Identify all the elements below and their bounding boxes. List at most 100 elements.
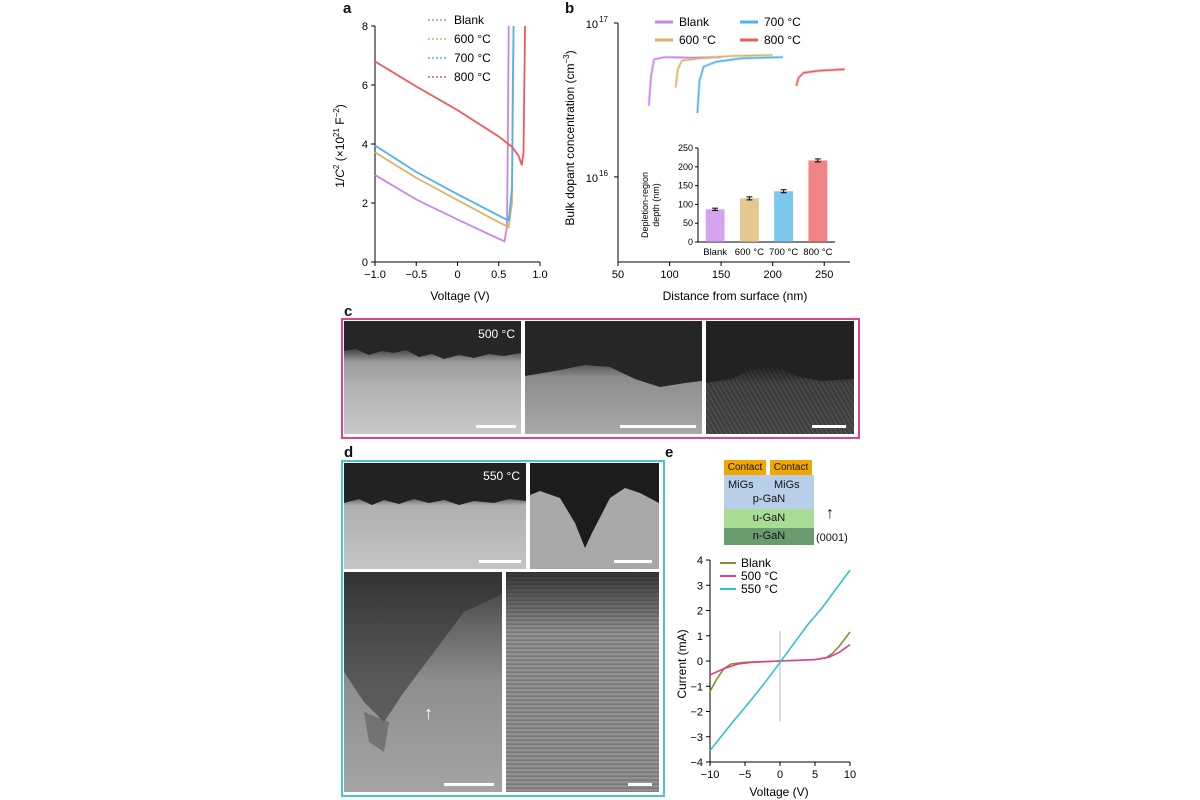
inset-category-label: Blank (703, 247, 727, 258)
panel-label-c: c (344, 303, 353, 320)
inset-y-tick-label: 50 (683, 218, 693, 228)
chart-a-legend: Blank 600 °C 700 °C 800 °C (428, 13, 491, 84)
y-tick-label: −4 (690, 757, 703, 769)
chart-b-inset-ylabel-line1: Depletion-region (640, 172, 650, 238)
micrograph-c-atomic (706, 321, 854, 434)
series-line-0 (648, 56, 722, 106)
y-tick-label: 10 (586, 19, 598, 31)
x-tick-label: 5 (812, 769, 818, 781)
chart-e-series (709, 569, 851, 752)
temperature-label-c: 500 °C (478, 327, 515, 341)
scale-bar (479, 560, 521, 563)
scale-bar (628, 783, 652, 786)
y-tick-label: 0 (362, 257, 368, 269)
chart-a-series (374, 25, 526, 243)
inset-y-tick-label: 150 (678, 181, 693, 191)
legend-label: Blank (741, 556, 772, 570)
series-band-2 (695, 55, 784, 114)
micrograph-d-vpit (530, 463, 659, 569)
legend-label: 700 °C (764, 15, 801, 29)
growth-direction-arrow-icon: ↑ (826, 505, 834, 522)
chart-b-xlabel: Distance from surface (nm) (663, 289, 808, 303)
layer-n-gan: n-GaN (724, 528, 814, 545)
y-tick-label: 8 (362, 21, 368, 33)
chart-b-legend: Blank 600 °C 700 °C 800 °C (655, 15, 801, 47)
chart-b-ylabel: Bulk dopant concentration (cm−3) (562, 50, 577, 225)
inset-y-tick-label: 250 (678, 143, 693, 153)
x-tick-label: 50 (612, 269, 624, 281)
x-tick-label: −10 (701, 769, 720, 781)
y-tick-exponent: 16 (599, 169, 608, 178)
series-band-3 (794, 67, 845, 87)
micrograph-c-zoom (525, 321, 702, 434)
panel-label-b: b (565, 0, 575, 17)
chart-a-xlabel: Voltage (V) (430, 289, 489, 303)
y-tick-label: 2 (362, 198, 368, 210)
legend-label: 500 °C (741, 569, 778, 583)
x-tick-label: 1.0 (532, 269, 547, 281)
series-line-2 (696, 56, 784, 114)
inset-bar-3 (808, 160, 828, 242)
legend-label: 800 °C (764, 33, 801, 47)
surface-profile (525, 321, 702, 387)
micrograph-d-defect: ↑ (344, 572, 502, 792)
series-line-3 (795, 68, 845, 87)
temperature-label-d: 550 °C (483, 469, 520, 483)
micrograph-d-lattice (506, 572, 659, 792)
legend-label: 600 °C (679, 33, 716, 47)
chart-a-axes: −1.0 −0.5 0 0.5 1.0 0 2 4 6 8 (362, 21, 548, 281)
inset-category-label: 600 °C (735, 247, 764, 258)
chart-e-ylabel: Current (mA) (675, 629, 689, 698)
chart-a-capacitance-voltage: −1.0 −0.5 0 0.5 1.0 0 2 4 6 8 Blank 600 °C 700 °C 80… (332, 13, 548, 303)
y-tick-label: 0 (697, 656, 703, 668)
series-line-1 (374, 25, 515, 229)
legend-label: Blank (454, 13, 485, 27)
panel-label-d: d (344, 444, 354, 461)
scale-bar (476, 425, 516, 428)
panel-label-e: e (665, 444, 674, 461)
x-tick-label: 0 (777, 769, 783, 781)
inset-y-tick-label: 200 (678, 162, 693, 172)
scale-bar (812, 425, 846, 428)
series-line-0 (374, 25, 510, 243)
surface-profile (344, 463, 526, 505)
x-tick-label: −5 (739, 769, 752, 781)
inset-category-label: 700 °C (769, 247, 798, 258)
x-tick-label: −1.0 (364, 269, 386, 281)
legend-label: 800 °C (454, 70, 491, 84)
chart-b-inset: 0 50 100 150 200 250 Blank 600 °C 700 °C 800 °C (678, 143, 835, 258)
y-tick-label: 6 (362, 80, 368, 92)
y-tick-label: 2 (697, 606, 703, 618)
v-pit-shape (530, 463, 659, 548)
inset-y-tick-label: 0 (688, 237, 693, 247)
defect-region (344, 572, 502, 752)
y-tick-label: −2 (690, 707, 703, 719)
y-tick-label: −1 (690, 681, 703, 693)
inset-bar-2 (774, 191, 794, 242)
growth-direction-label: (0001) (816, 532, 848, 544)
x-tick-label: 0 (454, 269, 460, 281)
inset-bar-0 (705, 209, 725, 242)
contact-right: Contact (770, 460, 812, 475)
x-tick-label: 250 (815, 269, 833, 281)
micrograph-c-overview: 500 °C (344, 321, 521, 434)
series-line-3 (374, 25, 526, 166)
scale-bar (444, 783, 494, 786)
legend-label: 550 °C (741, 582, 778, 596)
legend-label: Blank (679, 15, 710, 29)
layer-u-gan: u-GaN (724, 509, 814, 528)
series-line-1 (675, 54, 773, 88)
migs-right: MiGs (774, 479, 800, 491)
scale-bar (620, 425, 696, 428)
y-tick-exponent: 17 (599, 15, 608, 24)
micrograph-d-overview: 550 °C (344, 463, 526, 569)
inset-bar-1 (739, 198, 759, 242)
chart-a-ylabel: 1/C2 (×1021 F−2) (332, 104, 347, 188)
series-line-2 (374, 25, 515, 223)
x-tick-label: 100 (660, 269, 678, 281)
x-tick-label: −0.5 (405, 269, 427, 281)
layer-p-gan (724, 475, 814, 509)
